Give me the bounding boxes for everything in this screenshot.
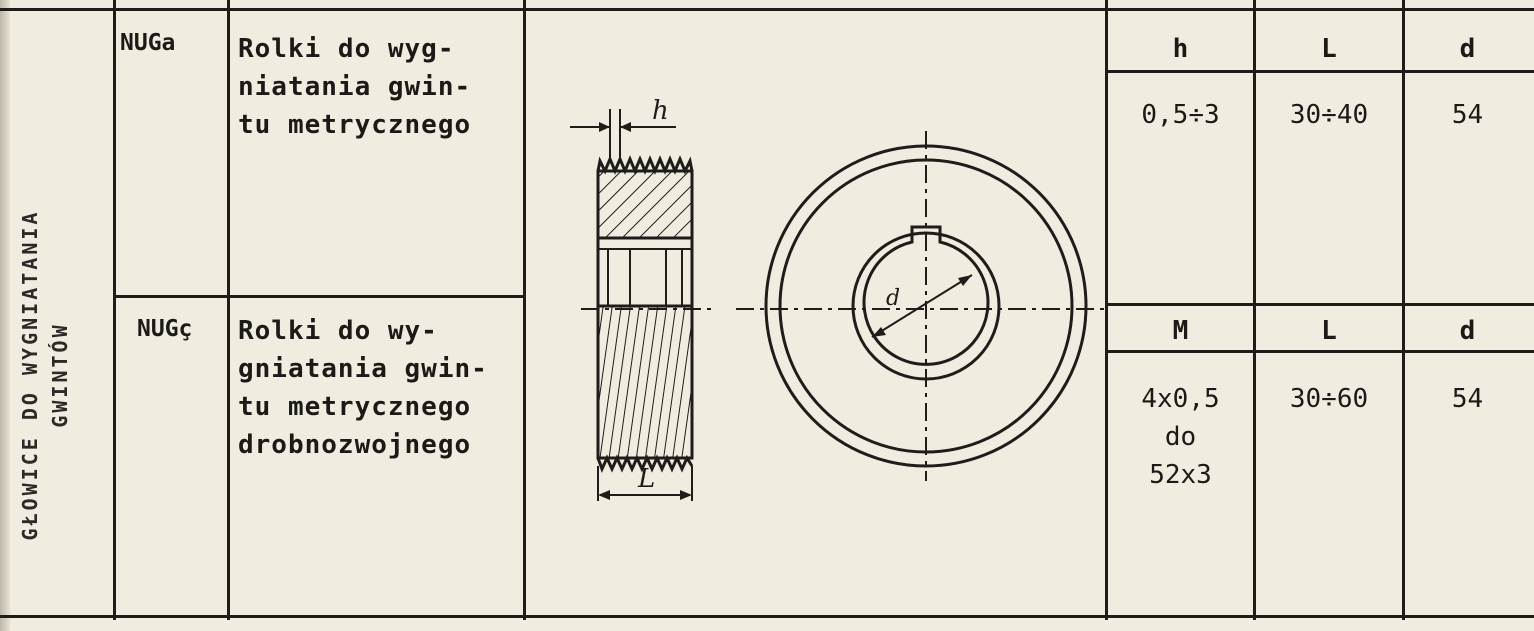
col-divider-6 — [1402, 0, 1405, 620]
row-divider-left — [113, 295, 525, 298]
roller-drawing: L h d — [570, 96, 1104, 501]
side-title-line2: GWINTÓW — [48, 322, 72, 428]
row2-header-L: L — [1321, 316, 1337, 346]
row1-header-h: h — [1172, 34, 1189, 64]
label-d: d — [886, 286, 900, 311]
row2-description: Rolki do wy- gniatania gwin- tu metryczn… — [238, 316, 488, 460]
page-binding-shadow — [0, 0, 10, 631]
row1-value-L: 30÷40 — [1289, 100, 1369, 130]
row1-code: NUGa — [120, 30, 176, 56]
roller-front-view: d — [736, 131, 1104, 481]
row2-header-M: M — [1172, 316, 1189, 346]
row2-code: NUGç — [137, 316, 193, 342]
row2-header-d: d — [1459, 316, 1476, 346]
col-divider-1 — [113, 0, 116, 620]
row1-value-h: 0,5÷3 — [1141, 100, 1220, 130]
row2-value-L: 30÷60 — [1289, 384, 1369, 414]
row2-value-d: 54 — [1451, 384, 1484, 414]
row-divider-right — [1105, 303, 1534, 306]
row2-value-M: 4x0,5 do 52x3 — [1141, 384, 1220, 490]
row1-description: Rolki do wyg- niatania gwin- tu metryczn… — [238, 34, 472, 140]
col-divider-5 — [1253, 0, 1256, 620]
header-underline-1 — [1105, 70, 1534, 73]
col-divider-3 — [523, 0, 526, 620]
bottom-border — [0, 615, 1534, 618]
col-divider-2 — [227, 0, 230, 620]
header-underline-2 — [1105, 350, 1534, 353]
label-L: L — [637, 464, 655, 494]
roller-side-view: L h — [570, 96, 711, 501]
row1-header-L: L — [1321, 34, 1337, 64]
row1-header-d: d — [1459, 34, 1476, 64]
col-divider-4 — [1105, 0, 1108, 620]
side-title: GŁOWICE DO WYGNIATANIA GWINTÓW — [15, 125, 105, 625]
top-border — [0, 8, 1534, 11]
side-title-line1: GŁOWICE DO WYGNIATANIA — [18, 209, 42, 541]
row1-value-d: 54 — [1451, 100, 1484, 130]
label-h: h — [652, 96, 669, 126]
